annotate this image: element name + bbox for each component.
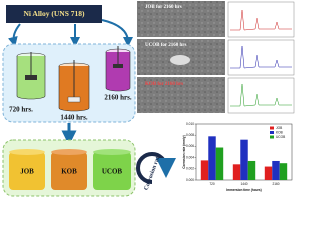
x-tick-label: 1440: [240, 182, 247, 186]
beaker: [58, 60, 90, 112]
solution-can: [93, 149, 131, 190]
bar: [279, 163, 288, 180]
arrow: [7, 23, 21, 47]
bar: [200, 160, 209, 180]
bar: [232, 164, 241, 180]
solution-can: [9, 149, 45, 190]
solution-label: JOB: [20, 168, 34, 176]
alloy-title: Ni Alloy (UNS 718): [23, 9, 85, 18]
corrosion-label: Corrosion rate: [144, 153, 163, 191]
spectrum-plot: [227, 1, 295, 114]
solution-label: KOB: [61, 168, 77, 176]
x-tick-label: 720: [209, 182, 215, 186]
micrograph-label: KOB for 2160 hrs: [145, 82, 183, 87]
bar: [247, 160, 256, 180]
beaker: [105, 46, 131, 92]
bar-chart: 0.000 0.002 0.004 0.006 0.008 0.010 Corrosion …: [182, 122, 293, 192]
time-label: 1440 hrs.: [60, 114, 87, 122]
time-label: 2160 hrs.: [104, 94, 131, 102]
solution-label: UCOB: [102, 168, 123, 176]
micrograph: [137, 1, 225, 37]
legend-label: KOB: [276, 130, 283, 134]
alloy-box: [6, 5, 102, 23]
x-tick-label: 2160: [272, 182, 279, 186]
x-axis-title: Immersion time (hours): [226, 188, 261, 192]
legend-swatch: [270, 135, 274, 139]
graphical-abstract: Ni Alloy (UNS 718) 720 hrs. 1440 hrs. 21…: [2, 1, 295, 197]
legend-swatch: [270, 131, 274, 134]
bar: [272, 160, 280, 180]
y-tick-label: 0.002: [186, 167, 194, 171]
bar: [215, 147, 224, 180]
legend-swatch: [270, 126, 274, 130]
micrograph-label: JOB for 2160 hrs: [145, 5, 182, 10]
y-axis-title: Corrosion rate (mm/y): [182, 135, 186, 168]
y-tick-label: 0.000: [186, 178, 194, 182]
bar: [208, 136, 216, 180]
bar: [264, 166, 273, 180]
solution-can: [51, 149, 87, 190]
micrograph-label: UCOB for 2160 hrs: [145, 43, 186, 48]
micrograph: [137, 77, 225, 113]
beaker: [16, 52, 46, 100]
bar: [240, 139, 248, 180]
y-tick-label: 0.010: [186, 122, 194, 126]
legend-label: JOB: [276, 126, 282, 130]
legend-label: UCOB: [276, 135, 285, 139]
y-tick-label: 0.008: [186, 133, 194, 137]
y-tick-label: 0.006: [186, 144, 194, 148]
time-label: 720 hrs.: [9, 106, 33, 114]
cycle-arrow: [136, 152, 176, 184]
y-tick-label: 0.004: [186, 155, 194, 159]
arrow: [101, 19, 133, 47]
pit: [170, 55, 190, 65]
